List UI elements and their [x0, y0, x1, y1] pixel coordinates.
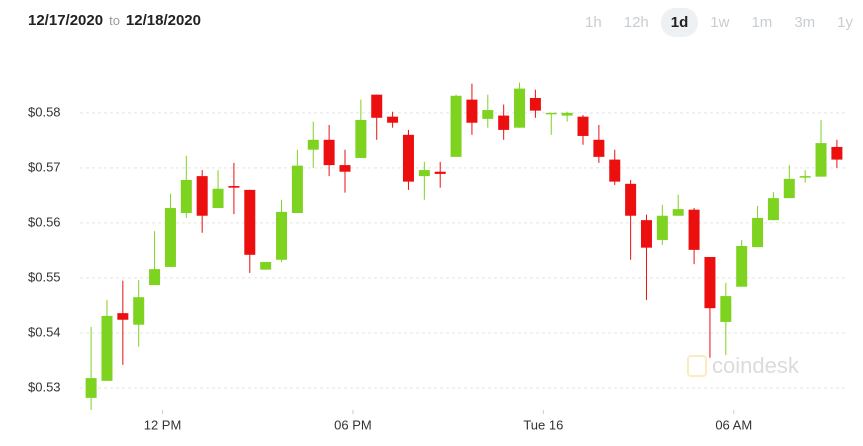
candle-body [291, 165, 303, 213]
date-to: 12/18/2020 [125, 12, 201, 29]
candle-body [260, 261, 272, 270]
candle-body [101, 315, 113, 381]
watermark-logo [687, 355, 707, 377]
candle-body [752, 217, 764, 248]
range-button[interactable]: 3m [794, 14, 816, 31]
y-tick-label: $0.56 [28, 214, 61, 229]
candle-body [85, 378, 97, 398]
y-tick-label: $0.57 [28, 159, 61, 174]
candle-body [323, 139, 335, 166]
candle-body [387, 116, 399, 123]
candle-body [593, 139, 605, 157]
x-tick-label: 12 PM [144, 417, 182, 432]
candle-body [402, 134, 414, 182]
candle-body [831, 146, 843, 160]
candle-body [434, 171, 446, 174]
candle-body [212, 188, 224, 209]
x-tick-label: 06 AM [715, 417, 752, 432]
candle-body [656, 215, 668, 240]
candle-body [466, 99, 478, 123]
candle-body [640, 220, 652, 248]
candle-body [720, 296, 732, 322]
candle-body [815, 143, 827, 177]
candle-body [529, 97, 541, 111]
candle-body [276, 211, 288, 260]
candle-body [196, 176, 208, 216]
candle-body [307, 139, 319, 150]
y-tick-label: $0.53 [28, 379, 61, 394]
candle-body [117, 313, 129, 320]
y-tick-label: $0.55 [28, 269, 61, 284]
y-tick-label: $0.58 [28, 104, 61, 119]
candle-body [609, 159, 621, 182]
candle-body [164, 208, 176, 267]
candle-body [133, 297, 145, 325]
candle-body [180, 179, 192, 213]
candle-body [514, 88, 526, 128]
plot: $0.53 $0.54 $0.55 $0.56 $0.57 $0.58 12 PM 06 PM… [28, 82, 848, 432]
candle-body [625, 183, 637, 216]
candle-body [482, 110, 494, 119]
watermark: coindesk [687, 353, 800, 378]
range-button[interactable]: 1w [710, 14, 730, 31]
candle-body [498, 115, 510, 130]
candle-body [545, 112, 557, 115]
range-button[interactable]: 1h [585, 14, 602, 31]
candle-body [704, 257, 716, 309]
candle-body [228, 186, 240, 188]
candle-body [418, 170, 430, 177]
range-button[interactable]: 12h [623, 14, 649, 31]
candle-body [339, 165, 351, 172]
candle-body [799, 176, 811, 178]
candle-body [577, 116, 589, 136]
date-from: 12/17/2020 [28, 12, 104, 29]
date-separator: to [109, 13, 120, 28]
candle-body [149, 269, 161, 286]
range-selector: 1h 12h 1d 1w 1m 3m 1y [573, 8, 863, 37]
candle-body [371, 94, 383, 118]
candle-body [783, 178, 795, 199]
x-tick-label: Tue 16 [523, 417, 563, 432]
candle-body [355, 119, 367, 158]
range-button[interactable]: 1y [837, 14, 853, 31]
watermark-text: coindesk [712, 353, 800, 378]
range-button[interactable]: 1m [751, 14, 773, 31]
candle-body [688, 209, 700, 250]
candle-body [672, 209, 684, 216]
candle-body [450, 95, 462, 157]
candle-body [561, 112, 573, 116]
x-tick-label: 06 PM [334, 417, 372, 432]
candle-body [767, 198, 779, 221]
date-range: 12/17/2020 to 12/18/2020 [28, 12, 201, 29]
candle-body [244, 189, 256, 255]
candle-body [736, 246, 748, 287]
y-tick-label: $0.54 [28, 324, 61, 339]
range-button[interactable]: 1d [660, 8, 699, 37]
